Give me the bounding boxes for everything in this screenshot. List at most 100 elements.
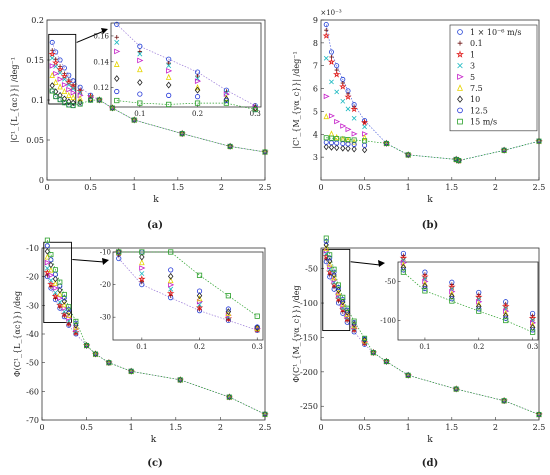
inset-data-point <box>422 288 428 294</box>
inset-data-point <box>137 78 143 86</box>
data-point <box>327 266 333 272</box>
inset-data-point <box>168 249 174 255</box>
data-point <box>331 266 337 272</box>
legend-label: 7.5 <box>470 84 483 93</box>
data-point <box>53 94 59 100</box>
data-point <box>360 118 369 126</box>
inset-data-point <box>196 295 203 302</box>
data-point <box>48 266 54 273</box>
data-point <box>62 76 67 82</box>
data-point <box>345 126 352 133</box>
x-tick-label: 0 <box>44 183 49 192</box>
data-point <box>331 274 337 281</box>
inset-data-point <box>448 283 456 291</box>
y-tick-label: -100 <box>300 299 318 308</box>
panel-label: (c) <box>147 458 163 469</box>
inset-data-point <box>114 75 120 83</box>
data-point <box>106 360 112 366</box>
zoom-arrowhead <box>378 260 385 267</box>
data-point <box>456 157 462 164</box>
data-point <box>56 65 64 73</box>
x-tick-label: 0 <box>39 423 44 432</box>
data-point <box>61 82 68 88</box>
inset-data-point <box>196 288 203 294</box>
data-point <box>51 292 60 300</box>
x-tick-label: 1.5 <box>445 183 458 192</box>
data-point <box>52 59 60 66</box>
x-tick-label: 1 <box>129 423 134 432</box>
data-point <box>53 64 59 69</box>
data-point <box>48 252 54 258</box>
data-point <box>262 411 268 417</box>
data-point <box>344 308 350 316</box>
data-point <box>350 105 358 113</box>
data-point <box>344 93 352 100</box>
inset-data-point <box>137 100 143 106</box>
inset-y-tick-label: -50 <box>385 278 396 286</box>
data-point <box>66 311 72 318</box>
inset-data-point <box>421 272 429 280</box>
data-point <box>335 285 341 291</box>
data-point <box>339 305 347 313</box>
data-point <box>332 70 341 78</box>
inset-data-point <box>225 293 231 299</box>
inset-y-tick-label: -20 <box>100 281 111 289</box>
inset-data-point <box>137 65 143 73</box>
inset-data-point <box>166 63 172 69</box>
inset-data-point <box>139 265 146 271</box>
data-point <box>340 123 347 129</box>
data-point <box>328 113 335 119</box>
inset-y-tick-label: 0.12 <box>93 84 109 92</box>
inset-x-tick-label: 0.1 <box>134 110 145 118</box>
data-point <box>405 151 411 159</box>
data-point <box>179 130 185 137</box>
data-point <box>53 49 59 55</box>
legend-marker <box>457 73 464 80</box>
data-point <box>536 411 542 417</box>
data-point <box>328 135 334 141</box>
data-point <box>57 299 63 305</box>
series-line <box>47 240 266 415</box>
inset-data-point <box>475 293 483 301</box>
inset-y-tick-label: -10 <box>100 249 111 257</box>
data-point <box>131 117 137 123</box>
inset-data-point <box>165 73 172 80</box>
data-point <box>351 137 357 143</box>
data-point <box>48 278 54 283</box>
data-point <box>501 398 507 404</box>
data-point <box>66 98 72 105</box>
inset-data-point <box>254 313 260 319</box>
data-point <box>351 318 357 324</box>
x-tick-label: 0.5 <box>358 423 371 432</box>
data-point <box>49 82 55 89</box>
data-point <box>77 90 83 96</box>
data-point <box>49 63 56 69</box>
data-point <box>57 57 63 63</box>
series-line <box>47 276 266 415</box>
x-tick-label: 1.5 <box>445 423 458 432</box>
x-tick-label: 2 <box>493 183 498 192</box>
data-point <box>49 55 55 61</box>
data-point <box>53 70 60 77</box>
data-point <box>329 54 334 60</box>
inset-data-point <box>196 272 203 278</box>
data-point <box>327 264 334 270</box>
x-tick-label: 0 <box>318 183 323 192</box>
x-tick-label: 0.5 <box>84 183 97 192</box>
data-point <box>345 145 351 152</box>
data-point <box>57 295 64 301</box>
data-point <box>52 290 58 296</box>
y-tick-label: -40 <box>26 330 39 339</box>
data-point <box>52 267 58 273</box>
inset-frame <box>110 22 262 108</box>
data-point <box>70 86 76 92</box>
x-tick-label: 2 <box>493 423 498 432</box>
inset-data-point <box>194 86 201 94</box>
x-tick-label: 0.5 <box>358 183 371 192</box>
zoom-arrow <box>350 261 381 266</box>
inset-data-point <box>166 101 172 108</box>
inset-data-point <box>114 97 120 104</box>
zoom-arrowhead <box>102 258 109 265</box>
data-point <box>48 257 54 263</box>
